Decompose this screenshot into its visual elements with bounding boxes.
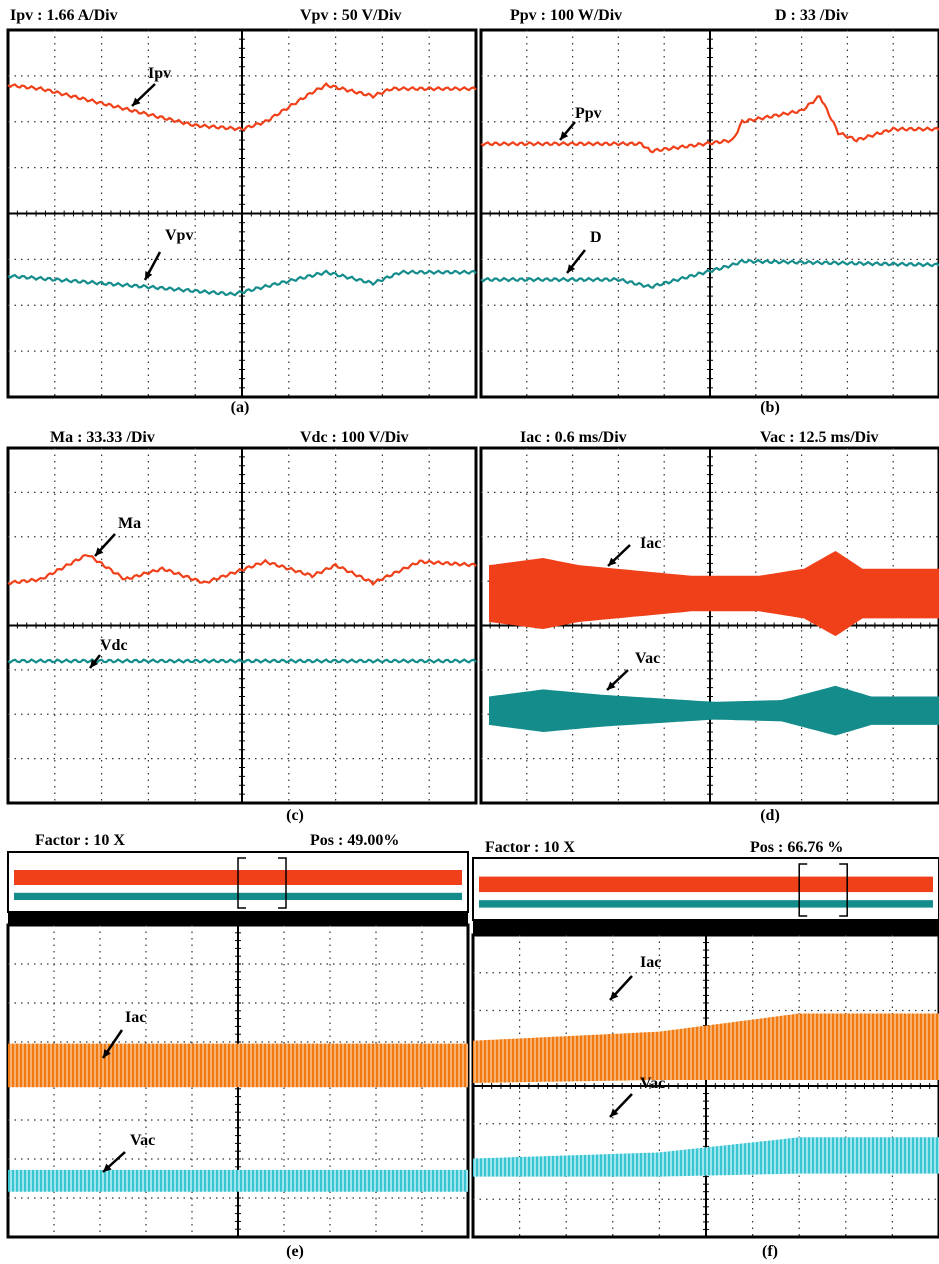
trace-label: Vpv	[165, 227, 193, 244]
figure: Ipv : 1.66 A/Div Vpv : 50 V/Div (a) Ipv Vpv P…	[0, 0, 939, 1264]
trace-label: Vac	[635, 650, 660, 667]
trace-label: D	[590, 229, 602, 246]
caption: (d)	[760, 807, 780, 824]
header-left: Factor : 10 X	[485, 839, 575, 856]
header-left: Ppv : 100 W/Div	[510, 7, 622, 24]
trace-label: Iac	[640, 535, 661, 552]
header-right: Vdc : 100 V/Div	[300, 429, 409, 446]
header-left: Factor : 10 X	[35, 832, 125, 849]
header-left: Ma : 33.33 /Div	[50, 429, 155, 446]
trace-envelope	[8, 1044, 468, 1088]
trace-label: Iac	[125, 1009, 146, 1026]
caption: (a)	[231, 399, 250, 416]
header-right: Vpv : 50 V/Div	[300, 7, 402, 24]
header-right: Vac : 12.5 ms/Div	[760, 429, 879, 446]
trace-label: Vac	[640, 1075, 665, 1092]
trace-envelope	[8, 1170, 468, 1192]
header-left: Iac : 0.6 ms/Div	[520, 429, 627, 446]
trace-label: Vac	[130, 1132, 155, 1149]
trace-label: Vdc	[100, 637, 128, 654]
trace-label: Iac	[640, 954, 661, 971]
trace-label: Ipv	[148, 65, 171, 82]
caption: (f)	[762, 1243, 778, 1260]
black-bar	[473, 920, 939, 935]
caption: (e)	[286, 1243, 304, 1260]
trace-label: Ma	[118, 515, 141, 532]
overview-teal	[479, 900, 933, 907]
caption: (b)	[760, 399, 780, 416]
header-right: D : 33 /Div	[775, 7, 848, 24]
caption: (c)	[286, 807, 304, 824]
header-right: Pos : 66.76 %	[750, 839, 843, 856]
header-left: Ipv : 1.66 A/Div	[10, 7, 118, 24]
black-bar	[8, 912, 468, 925]
trace-label: Ppv	[575, 105, 602, 122]
overview-red	[479, 877, 933, 893]
header-right: Pos : 49.00%	[310, 832, 399, 849]
